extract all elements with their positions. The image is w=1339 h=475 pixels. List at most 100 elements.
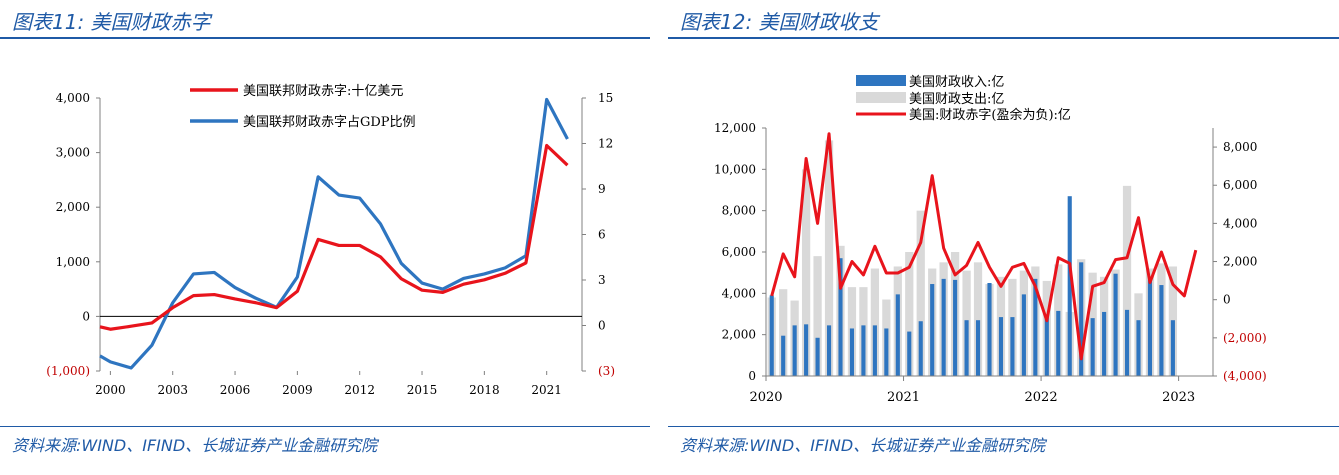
bar-receipts	[1044, 315, 1049, 376]
bar-receipts	[804, 324, 809, 376]
x-tick-label: 2015	[407, 383, 438, 397]
bar-receipts	[838, 258, 843, 376]
x-tick-label: 2003	[157, 383, 188, 397]
title-rule	[668, 37, 1339, 39]
legend-label-deficit: 美国:财政赤字(盈余为负):亿	[909, 107, 1071, 123]
x-tick-label: 2020	[749, 390, 782, 405]
y-right-tick-label: 6	[598, 228, 606, 242]
bar-outlays	[870, 268, 880, 376]
y-left-tick-label: 8,000	[722, 204, 756, 218]
y-left-tick-label: 6,000	[722, 245, 756, 259]
series-line-deficit	[770, 132, 1198, 361]
x-tick-label: 2021	[887, 390, 920, 405]
legend-label-outlays: 美国财政支出:亿	[909, 92, 1004, 107]
x-tick-label: 2018	[469, 383, 500, 397]
bar-receipts	[1033, 278, 1038, 376]
title-rule	[0, 37, 650, 39]
bar-outlays	[1122, 185, 1132, 376]
bar-receipts	[849, 328, 855, 376]
y-right-tick-label: 2,000	[1223, 255, 1257, 269]
bar-receipts	[769, 295, 774, 376]
y-left-tick-label: 1,000	[56, 255, 90, 269]
legend-label-gdp-ratio: 美国联邦财政赤字占GDP比例	[243, 115, 416, 130]
bar-receipts	[1124, 309, 1130, 376]
bar-receipts	[907, 331, 912, 376]
y-left-tick-label: 2,000	[56, 200, 90, 214]
y-right-tick-label: (4,000)	[1223, 369, 1267, 383]
bar-outlays	[779, 289, 788, 376]
bar-receipts	[1147, 279, 1153, 376]
y-right-tick-label: 4,000	[1223, 216, 1257, 230]
bar-receipts	[1102, 311, 1107, 376]
left-panel: 图表11: 美国财政赤字 (1,000) 0 1,000 2,000 3,000 4,00…	[0, 0, 650, 475]
right-panel: 图表12: 美国财政收支 0 2,000 4,000 6,000 8,000 10,000…	[668, 0, 1339, 475]
y-right-tick-label: 9	[598, 182, 606, 196]
bar-receipts	[1021, 294, 1026, 376]
y-right-tick-label: 0	[1223, 293, 1231, 307]
bar-receipts	[953, 279, 958, 376]
y-right-tick-label: 15	[598, 91, 613, 105]
bar-receipts	[975, 320, 981, 376]
legend-label-deficit: 美国联邦财政赤字:十亿美元	[243, 84, 403, 99]
y-right-tick-label: 3	[598, 273, 606, 287]
deficit-chart: (1,000) 0 1,000 2,000 3,000 4,000 (3) 0 3 6 9 12 15 2…	[46, 84, 615, 397]
figure-title: 图表11: 美国财政赤字	[12, 10, 211, 34]
x-tick-label: 2009	[282, 383, 313, 397]
series-line-deficit	[99, 143, 569, 331]
bar-receipts	[884, 328, 889, 376]
figure-title: 图表12: 美国财政收支	[680, 10, 879, 34]
legend-swatch-outlays	[856, 92, 906, 103]
receipts-outlays-chart: 0 2,000 4,000 6,000 8,000 10,000 12,000 (4,000)…	[714, 75, 1267, 405]
y-left-tick-label: 2,000	[722, 328, 756, 342]
bar-receipts	[1113, 273, 1118, 376]
x-tick-label: 2023	[1162, 390, 1195, 405]
y-left-tick-label: 0	[82, 309, 90, 323]
y-left-tick-label: 3,000	[56, 146, 90, 160]
bar-receipts	[792, 325, 797, 376]
y-left-tick-label: (1,000)	[46, 364, 90, 378]
y-right-tick-label: (3)	[598, 364, 615, 378]
bar-receipts	[1056, 310, 1061, 376]
x-tick-label: 2012	[344, 383, 375, 397]
legend-label-receipts: 美国财政收入:亿	[909, 75, 1004, 90]
bar-outlays	[973, 262, 983, 376]
bar-receipts	[826, 325, 832, 376]
y-right-tick-label: 0	[598, 319, 606, 333]
y-left-tick-label: 0	[748, 369, 756, 383]
source-note: 资料来源:WIND、IFIND、长城证券产业金融研究院	[680, 436, 1046, 455]
y-right-tick-label: 12	[598, 137, 613, 151]
bar-receipts	[918, 321, 923, 376]
y-left-tick-label: 10,000	[714, 162, 756, 176]
y-left-tick-label: 4,000	[722, 286, 756, 300]
bar-receipts	[895, 294, 900, 376]
y-right-tick-label: (2,000)	[1223, 331, 1267, 345]
bar-receipts	[872, 325, 877, 376]
x-tick-label: 2022	[1025, 390, 1058, 405]
bar-outlays	[905, 252, 914, 376]
x-tick-label: 2006	[220, 383, 251, 397]
bar-outlays	[824, 140, 834, 376]
source-rule	[0, 426, 650, 427]
bar-receipts	[1010, 317, 1015, 376]
source-note: 资料来源:WIND、IFIND、长城证券产业金融研究院	[12, 436, 378, 455]
bar-receipts	[861, 325, 866, 376]
bar-receipts	[815, 337, 820, 376]
x-tick-label: 2000	[95, 383, 126, 397]
bar-receipts	[987, 283, 992, 376]
bar-receipts	[1136, 320, 1141, 376]
bar-receipts	[1090, 318, 1095, 376]
bar-receipts	[930, 284, 935, 376]
bar-outlays	[813, 256, 822, 376]
legend-swatch-receipts	[856, 75, 906, 86]
bar-receipts	[1079, 262, 1084, 376]
bar-receipts	[941, 278, 946, 376]
y-right-tick-label: 8,000	[1223, 140, 1257, 154]
series-line-gdp-ratio	[99, 97, 569, 370]
bar-receipts	[781, 335, 786, 376]
y-left-tick-label: 4,000	[56, 91, 90, 105]
bar-outlays	[801, 169, 811, 376]
bar-receipts	[964, 320, 969, 376]
y-right-tick-label: 6,000	[1223, 178, 1257, 192]
source-rule	[668, 426, 1339, 427]
bar-outlays	[916, 210, 925, 376]
